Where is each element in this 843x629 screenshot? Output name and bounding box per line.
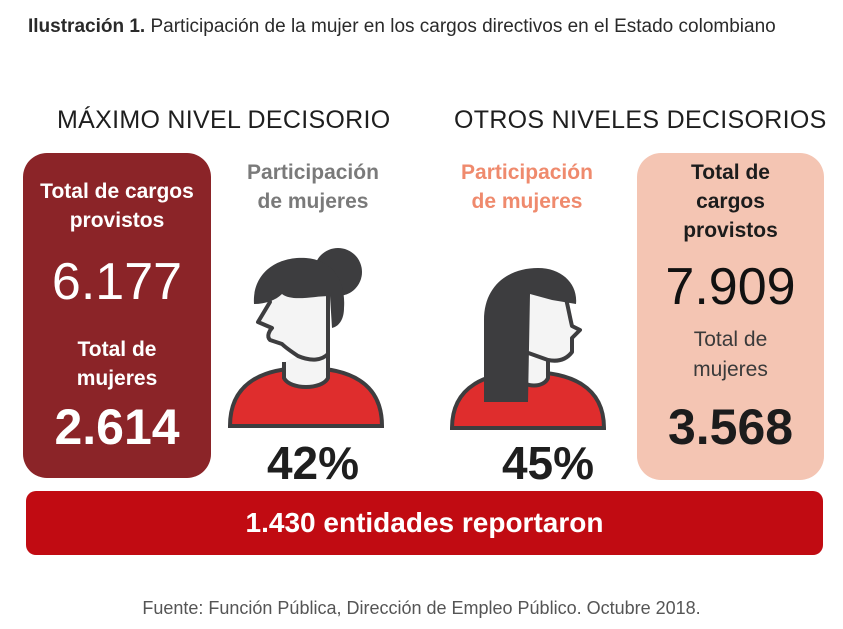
max-participation-label-line1: Participación bbox=[247, 161, 379, 184]
other-participation-pct: 45% bbox=[501, 437, 595, 489]
other-participation-label-line2: de mujeres bbox=[471, 190, 583, 213]
other-levels-card: Total de cargos provistos 7.909 Total de… bbox=[637, 153, 824, 480]
figure-caption: Ilustración 1. Participación de la mujer… bbox=[28, 8, 818, 46]
max-participation-label: Participación de mujeres bbox=[218, 158, 408, 216]
max-total-label-line2: provistos bbox=[69, 209, 165, 232]
other-total-label-line3: provistos bbox=[683, 219, 778, 242]
source-note: Fuente: Función Pública, Dirección de Em… bbox=[142, 598, 701, 618]
other-total-value: 7.909 bbox=[665, 258, 796, 316]
woman-bun-icon bbox=[227, 248, 385, 428]
max-women-value: 2.614 bbox=[54, 399, 180, 455]
other-women-label-line1: Total de bbox=[693, 328, 768, 351]
caption-text: Participación de la mujer en los cargos … bbox=[145, 16, 776, 37]
other-women-value: 3.568 bbox=[667, 399, 794, 455]
max-women-label-line1: Total de bbox=[77, 338, 157, 361]
max-participation-label-line2: de mujeres bbox=[257, 190, 369, 213]
entities-banner: 1.430 entidades reportaron bbox=[26, 491, 823, 555]
max-level-card: Total de cargos provistos 6.177 Total de… bbox=[23, 153, 211, 478]
max-participation-pct: 42% bbox=[266, 437, 360, 489]
other-women-label-line2: mujeres bbox=[693, 358, 768, 381]
woman-long-hair-icon bbox=[449, 268, 607, 430]
other-participation-label: Participación de mujeres bbox=[432, 158, 622, 216]
max-total-label-line1: Total de cargos bbox=[40, 180, 194, 203]
max-total-value: 6.177 bbox=[51, 253, 183, 311]
other-total-label-line2: cargos bbox=[696, 190, 765, 213]
other-total-label-line1: Total de bbox=[691, 161, 770, 184]
other-participation-label-line1: Participación bbox=[461, 161, 593, 184]
section-title-max-level: MÁXIMO NIVEL DECISORIO bbox=[57, 106, 391, 134]
max-women-label-line2: mujeres bbox=[76, 367, 158, 390]
section-title-other-levels: OTROS NIVELES DECISORIOS bbox=[454, 106, 827, 134]
caption-label: Ilustración 1. bbox=[28, 16, 146, 37]
